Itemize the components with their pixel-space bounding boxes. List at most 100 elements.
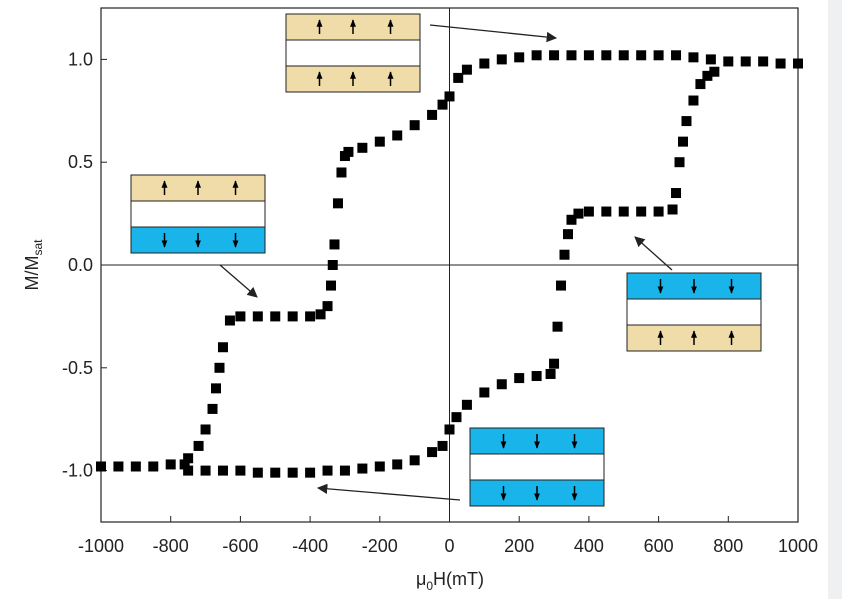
point: [200, 465, 211, 476]
point: [688, 95, 699, 106]
point: [695, 79, 706, 90]
point: [214, 362, 225, 373]
point: [437, 440, 448, 451]
point: [207, 403, 218, 414]
y-tick-label: 1.0: [68, 49, 93, 69]
point: [165, 459, 176, 470]
point: [793, 58, 803, 69]
point: [545, 368, 556, 379]
point: [573, 208, 584, 219]
point: [461, 399, 472, 410]
point: [681, 116, 692, 127]
x-tick-label: -200: [362, 536, 398, 556]
x-tick-label: -1000: [78, 536, 124, 556]
point: [315, 309, 326, 320]
point: [556, 280, 567, 291]
y-tick-label: 0.5: [68, 152, 93, 172]
point: [270, 311, 281, 322]
point: [332, 198, 343, 209]
point: [453, 72, 464, 83]
point: [705, 54, 716, 65]
point: [514, 373, 525, 384]
point: [339, 151, 350, 162]
point: [252, 311, 263, 322]
point: [427, 109, 438, 120]
point: [549, 50, 560, 61]
point: [235, 311, 246, 322]
point: [409, 455, 420, 466]
point: [326, 280, 337, 291]
point: [566, 214, 577, 225]
point: [252, 467, 263, 478]
point: [305, 467, 316, 478]
point: [183, 453, 194, 464]
point: [674, 157, 685, 168]
point: [200, 424, 211, 435]
point: [496, 379, 507, 390]
y-label-main: M/M: [22, 256, 42, 291]
point: [531, 371, 542, 382]
layer: [469, 453, 605, 481]
point: [618, 50, 629, 61]
point: [322, 465, 333, 476]
layer: [130, 200, 266, 228]
point: [688, 52, 699, 63]
y-tick-label: -0.5: [62, 358, 93, 378]
point: [336, 167, 347, 178]
x-label-sub: 0: [426, 579, 433, 593]
point: [531, 50, 542, 61]
annotation-arrow: [634, 236, 673, 271]
y-axis-label: M/Msat: [22, 239, 45, 291]
point: [677, 136, 688, 147]
point: [183, 465, 194, 476]
x-tick-label: 1000: [778, 536, 818, 556]
point: [113, 461, 124, 472]
point: [339, 465, 350, 476]
point: [671, 50, 682, 61]
side-strip: [828, 0, 842, 599]
annotation-arrow: [429, 24, 558, 43]
point: [179, 459, 190, 470]
point: [653, 50, 664, 61]
point: [357, 142, 368, 153]
point: [392, 130, 403, 141]
point: [723, 56, 734, 67]
point: [653, 206, 664, 217]
point: [427, 447, 438, 458]
point: [211, 383, 222, 394]
point: [270, 467, 281, 478]
point: [374, 136, 385, 147]
point: [709, 66, 720, 77]
point: [758, 56, 769, 67]
point: [327, 260, 338, 270]
point: [409, 120, 420, 131]
y-tick-label: 0.0: [68, 255, 93, 275]
point: [601, 206, 612, 217]
point: [583, 206, 594, 217]
point: [357, 463, 368, 474]
point: [636, 206, 647, 217]
point: [514, 52, 525, 63]
y-label-sub: sat: [31, 239, 45, 256]
point: [775, 58, 786, 69]
x-tick-label: -800: [153, 536, 189, 556]
point: [148, 461, 159, 472]
point: [444, 91, 455, 102]
point: [329, 239, 340, 250]
point: [374, 461, 385, 472]
x-tick-label: 0: [444, 536, 454, 556]
point: [224, 315, 235, 326]
point: [96, 461, 106, 472]
layer: [626, 298, 762, 326]
point: [287, 467, 298, 478]
y-tick-label: -1.0: [62, 461, 93, 481]
insets: [130, 13, 762, 507]
point: [479, 387, 490, 398]
point: [562, 229, 573, 240]
point: [305, 311, 316, 322]
point: [193, 440, 204, 451]
point: [566, 50, 577, 61]
point: [618, 206, 629, 217]
point: [671, 188, 682, 199]
point: [552, 321, 563, 332]
